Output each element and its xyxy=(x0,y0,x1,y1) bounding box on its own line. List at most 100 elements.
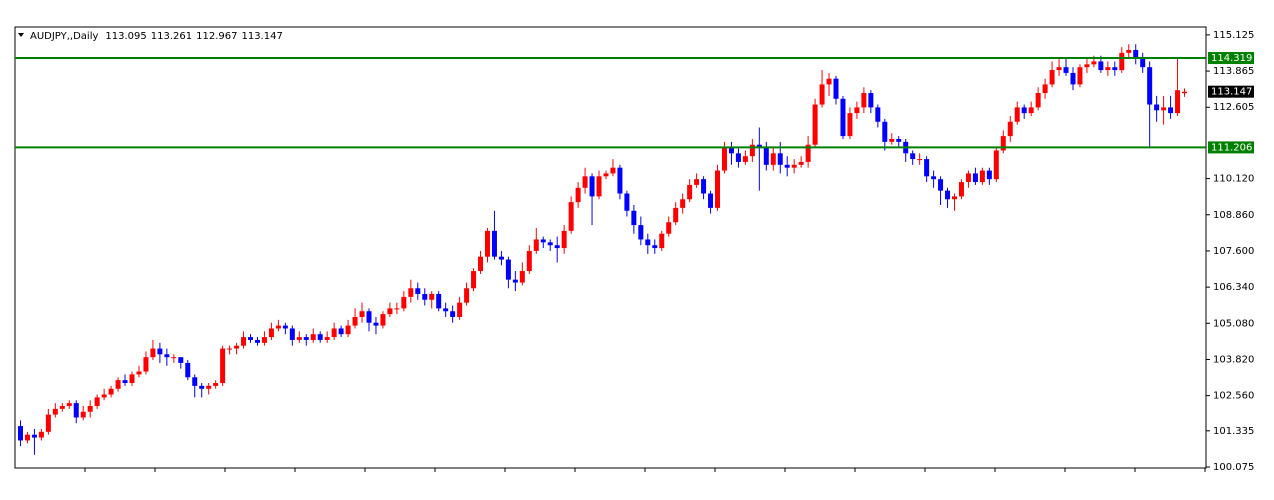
candle-body xyxy=(234,345,240,349)
candle-body xyxy=(1021,107,1027,114)
candle-body xyxy=(498,256,504,260)
candle-body xyxy=(652,245,658,249)
candle-body xyxy=(763,147,769,165)
candle-body xyxy=(206,385,212,389)
price-label: 113.147 xyxy=(1211,87,1252,98)
candle-body xyxy=(742,156,748,162)
y-tick-label: 113.865 xyxy=(1213,66,1254,77)
candle-body xyxy=(38,431,44,438)
candle-body xyxy=(129,374,135,384)
y-tick-label: 100.075 xyxy=(1213,462,1254,473)
candle-body xyxy=(1084,64,1090,68)
candle-body xyxy=(1182,91,1188,94)
candle-body xyxy=(826,78,832,85)
candle-body xyxy=(1014,107,1020,122)
candle-body xyxy=(735,153,741,162)
candle-body xyxy=(819,84,825,105)
candle-body xyxy=(185,362,191,378)
candle-body xyxy=(1028,107,1034,114)
candle-body xyxy=(484,230,490,257)
candle-body xyxy=(833,78,839,99)
price-label-box xyxy=(1208,85,1254,98)
candle-body xyxy=(275,325,281,329)
y-tick-label: 112.605 xyxy=(1213,102,1254,113)
candle-body xyxy=(380,314,386,326)
y-tick-label: 106.340 xyxy=(1213,282,1254,293)
candle-body xyxy=(373,322,379,326)
candle-body xyxy=(1168,107,1174,114)
y-tick-label: 107.600 xyxy=(1213,246,1254,257)
candle-body xyxy=(317,334,323,340)
y-tick-label: 110.120 xyxy=(1213,174,1254,185)
close-readout: 113.147 xyxy=(241,31,282,42)
candle-body xyxy=(150,348,156,358)
candle-body xyxy=(547,242,553,246)
candle-body xyxy=(101,394,107,398)
candle-body xyxy=(791,164,797,168)
candle-body xyxy=(1140,58,1146,68)
candle-body xyxy=(749,144,755,157)
candle-body xyxy=(875,107,881,122)
level-label-box xyxy=(1208,141,1254,154)
candle-body xyxy=(478,256,484,272)
candle-body xyxy=(136,371,142,375)
candle-body xyxy=(687,184,693,200)
level-label-box xyxy=(1208,52,1254,65)
candle-body xyxy=(143,357,149,372)
candle-body xyxy=(59,405,65,409)
candle-body xyxy=(394,308,400,310)
candle-body xyxy=(241,337,247,346)
candle-body xyxy=(645,239,651,246)
candle-body xyxy=(1070,72,1076,85)
y-tick-label: 115.125 xyxy=(1213,30,1254,41)
candle-body xyxy=(17,426,23,441)
candle-body xyxy=(122,380,128,384)
candle-body xyxy=(471,271,477,289)
candle-body xyxy=(868,93,874,108)
candle-body xyxy=(610,167,616,174)
candle-body xyxy=(1161,107,1167,111)
y-tick-label: 101.335 xyxy=(1213,426,1254,437)
candle-body xyxy=(227,348,233,350)
candle-body xyxy=(387,308,393,315)
candle-body xyxy=(896,138,902,142)
candle-body xyxy=(666,222,672,234)
candle-body xyxy=(345,325,351,335)
candle-body xyxy=(596,176,602,197)
candle-body xyxy=(638,225,644,240)
candle-body xyxy=(505,259,511,280)
level-label: 111.206 xyxy=(1211,142,1252,153)
candle-body xyxy=(777,153,783,165)
candle-body xyxy=(512,279,518,283)
candle-body xyxy=(457,302,463,317)
header: AUDJPY,,Daily 113.095 113.261 112.967 113.14… xyxy=(30,31,283,42)
candle-body xyxy=(561,230,567,249)
candle-body xyxy=(52,408,58,415)
chart-title: AUDJPY,,Daily xyxy=(30,31,98,42)
candle-body xyxy=(178,357,184,363)
candle-body xyxy=(45,414,51,432)
candle-body xyxy=(659,233,665,249)
candle-body xyxy=(889,138,895,142)
candle-body xyxy=(408,288,414,297)
candle-body xyxy=(972,173,978,183)
candle-body xyxy=(171,357,177,359)
candle-body xyxy=(1154,104,1160,111)
candle-body xyxy=(1042,84,1048,94)
candle-body xyxy=(575,187,581,203)
candle-body xyxy=(1007,121,1013,137)
y-tick-label: 102.560 xyxy=(1213,391,1254,402)
candle-body xyxy=(533,239,539,251)
candle-body xyxy=(1112,67,1118,71)
candle-body xyxy=(840,98,846,137)
candle-body xyxy=(715,170,721,208)
candle-body xyxy=(910,153,916,160)
candle-body xyxy=(450,311,456,317)
candle-body xyxy=(770,153,776,165)
candle-body xyxy=(1056,67,1062,71)
candle-body xyxy=(331,328,337,338)
candle-body xyxy=(979,170,985,183)
candle-body xyxy=(526,250,532,272)
candle-body xyxy=(673,207,679,223)
candle-body xyxy=(254,339,260,343)
